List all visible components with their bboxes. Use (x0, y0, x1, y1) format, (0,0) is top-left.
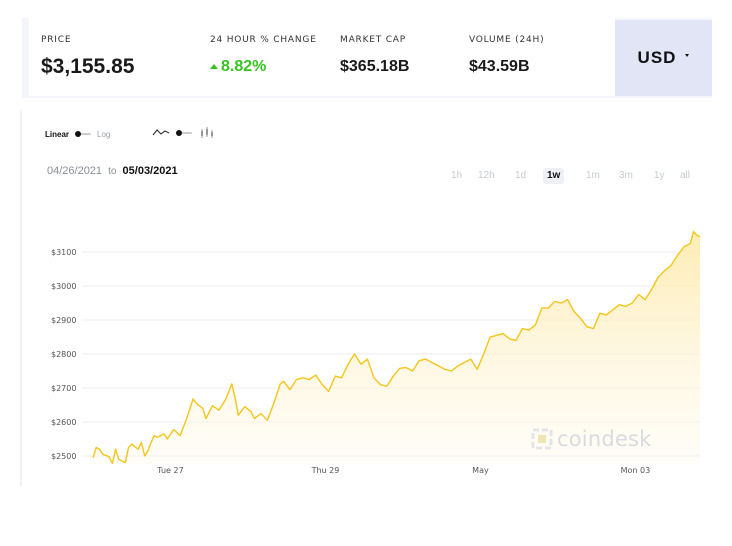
currency-label: USD (637, 48, 677, 67)
candlestick-icon[interactable] (198, 127, 216, 139)
x-axis: Tue 27 Thu 29 May Mon 03 (156, 466, 650, 475)
volume-value: $43.59B (469, 58, 530, 75)
area-layer (92, 230, 701, 465)
y-tick-label: $2900 (51, 316, 76, 325)
stats-bar: PRICE $3,155.85 24 HOUR % CHANGE 8.82% M… (22, 18, 712, 98)
range-selector: 1h 12h 1d 1w 1m 3m 1y all (447, 168, 702, 184)
coindesk-logo-icon (531, 428, 553, 450)
chart-type-toggle[interactable] (152, 126, 216, 140)
scale-toggle[interactable]: Linear Log (45, 128, 110, 140)
switch-track (79, 133, 92, 135)
x-tick-label: Mon 03 (621, 466, 651, 475)
switch-knob (176, 130, 182, 136)
scale-log-option[interactable]: Log (97, 129, 111, 139)
coindesk-watermark: coindesk (531, 427, 652, 451)
switch-track (180, 132, 192, 134)
price-chart: $2500 $2600 $2700 $2800 $2900 $3000 $3100 Tue … (51, 230, 701, 475)
up-arrow-icon (210, 64, 218, 69)
y-axis: $2500 $2600 $2700 $2800 $2900 $3000 $3100 (51, 248, 76, 461)
volume-label: VOLUME (24H) (469, 35, 545, 45)
range-1h[interactable]: 1h (451, 170, 463, 181)
change-value-wrap: 8.82% (210, 58, 266, 76)
date-to: to (108, 166, 117, 177)
date-range[interactable]: 04/26/2021 to 05/03/2021 (47, 165, 178, 177)
price-value: $3,155.85 (41, 55, 135, 78)
watermark-text: coindesk (557, 427, 652, 451)
y-tick-label: $3000 (51, 282, 76, 291)
chart-panel: Linear Log 04/26/2021 to 05/03/2021 (22, 111, 712, 486)
market-cap-label: MARKET CAP (340, 35, 406, 45)
range-1y[interactable]: 1y (654, 170, 665, 181)
x-tick-label: Thu 29 (311, 466, 340, 475)
x-tick-label: Tue 27 (156, 466, 183, 475)
scale-linear-option[interactable]: Linear (45, 129, 70, 139)
range-1m[interactable]: 1m (586, 170, 600, 181)
y-tick-label: $3100 (51, 248, 76, 257)
range-1w[interactable]: 1w (543, 168, 565, 184)
price-series-line (92, 230, 701, 465)
switch-knob (75, 131, 82, 137)
stats-panel: PRICE $3,155.85 24 HOUR % CHANGE 8.82% M… (29, 18, 615, 96)
range-3m[interactable]: 3m (619, 170, 633, 181)
change-label: 24 HOUR % CHANGE (210, 35, 317, 45)
currency-dropdown[interactable]: USD (615, 20, 712, 96)
price-area-fill (93, 231, 700, 464)
market-cap-value: $365.18B (340, 58, 410, 75)
date-end[interactable]: 05/03/2021 (122, 165, 178, 177)
line-chart-icon[interactable] (152, 127, 170, 139)
x-tick-label: May (472, 466, 489, 475)
price-label: PRICE (41, 35, 72, 45)
range-all[interactable]: all (680, 170, 691, 181)
caret-down-icon (685, 53, 690, 57)
y-tick-label: $2700 (51, 384, 76, 393)
y-tick-label: $2500 (51, 452, 76, 461)
chart-type-switch[interactable] (176, 129, 192, 137)
change-value: 8.82% (221, 58, 267, 75)
y-tick-label: $2800 (51, 350, 76, 359)
range-1d[interactable]: 1d (515, 170, 527, 181)
y-tick-label: $2600 (51, 418, 76, 427)
range-12h[interactable]: 12h (478, 170, 495, 181)
date-start[interactable]: 04/26/2021 (47, 165, 103, 177)
scale-switch[interactable] (75, 130, 92, 138)
